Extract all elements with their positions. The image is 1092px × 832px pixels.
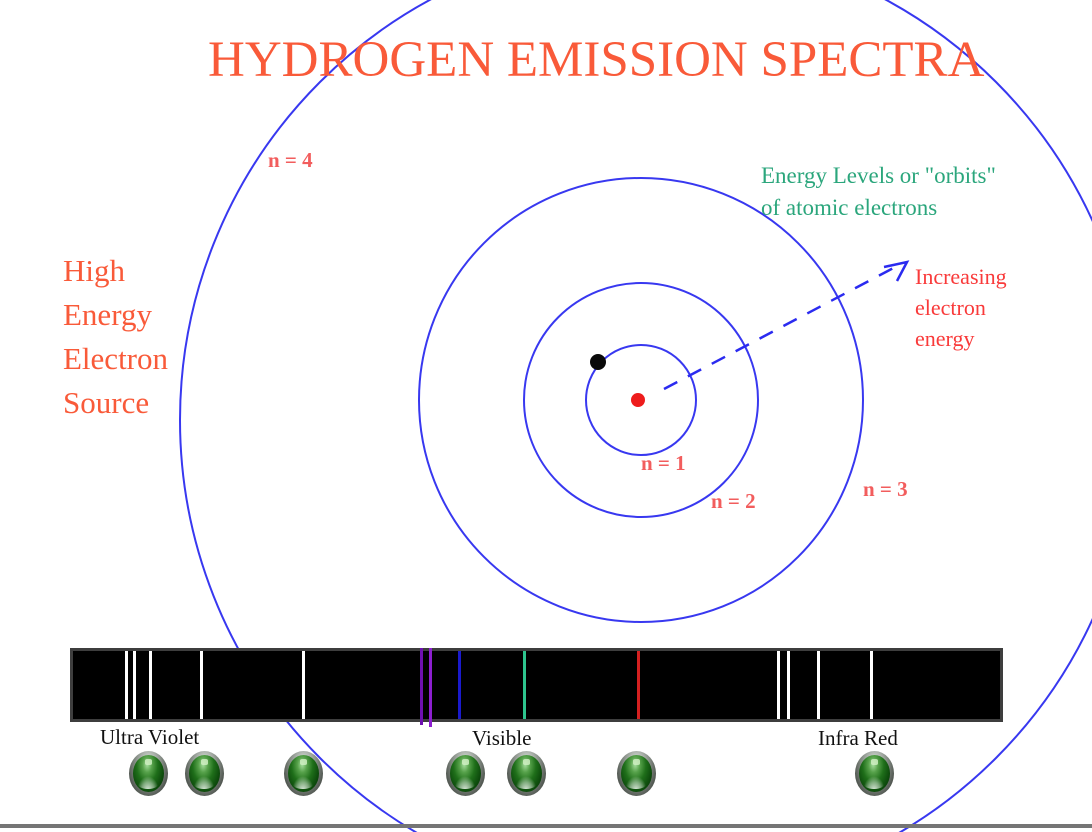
increasing-energy-arrow-head-icon — [883, 260, 910, 282]
energy-levels-note: Energy Levels or "orbits" of atomic elect… — [761, 160, 996, 224]
emission-line-1 — [124, 651, 128, 719]
increasing-energy-arrow-shaft — [663, 262, 902, 391]
spectral-line-button-4[interactable] — [445, 751, 485, 796]
orbit-ring-n3 — [418, 177, 864, 623]
electron-source-label: High Energy Electron Source — [63, 249, 168, 425]
energy-levels-note-line-1: Energy Levels or "orbits" — [761, 163, 996, 188]
spectral-line-button-7[interactable] — [854, 751, 894, 796]
electron-dot — [590, 354, 606, 370]
emission-line-5 — [301, 651, 305, 719]
emission-line-13 — [816, 651, 820, 719]
orbit-ring-n2 — [523, 282, 759, 518]
emission-line-14 — [869, 651, 873, 719]
emission-line-9 — [522, 651, 526, 719]
orbit-ring-n4 — [179, 0, 1092, 832]
energy-levels-note-line-2: of atomic electrons — [761, 195, 938, 220]
spectral-line-button-6[interactable] — [616, 751, 656, 796]
spectral-line-button-1[interactable] — [128, 751, 168, 796]
emission-line-6 — [419, 648, 423, 725]
increasing-energy-note: Increasing electron energy — [915, 261, 1007, 354]
green-sphere-icon — [858, 755, 890, 792]
green-sphere-icon — [287, 755, 319, 792]
emission-spectrum-bar — [70, 648, 1003, 727]
emission-line-3 — [148, 651, 152, 719]
orbit-label-n3: n = 3 — [863, 477, 908, 501]
orbit-ring-n1 — [585, 344, 697, 456]
electron-source-label-line-2: Energy — [63, 297, 152, 332]
spectral-line-button-3[interactable] — [283, 751, 323, 796]
green-sphere-icon — [132, 755, 164, 792]
orbit-label-n4: n = 4 — [268, 148, 313, 172]
region-label-ultra-violet: Ultra Violet — [100, 725, 200, 749]
increasing-energy-note-line-3: energy — [915, 326, 975, 351]
green-sphere-icon — [620, 755, 652, 792]
emission-line-4 — [199, 651, 203, 719]
spectral-line-button-2[interactable] — [184, 751, 224, 796]
green-sphere-icon — [449, 755, 481, 792]
emission-line-2 — [132, 651, 136, 719]
orbit-label-n2: n = 2 — [711, 489, 756, 513]
emission-line-7 — [428, 648, 432, 727]
emission-line-11 — [776, 651, 780, 719]
emission-line-8 — [457, 651, 461, 719]
page-title: HYDROGEN EMISSION SPECTRA — [208, 32, 985, 88]
increasing-energy-note-line-2: electron — [915, 295, 986, 320]
region-label-infra-red: Infra Red — [818, 726, 898, 750]
orbit-label-n1: n = 1 — [641, 451, 686, 475]
region-label-visible: Visible — [472, 726, 532, 750]
spectral-line-button-5[interactable] — [506, 751, 546, 796]
green-sphere-icon — [510, 755, 542, 792]
bottom-divider — [0, 824, 1092, 828]
electron-source-label-line-4: Source — [63, 385, 150, 420]
nucleus-dot — [631, 393, 645, 407]
emission-line-12 — [786, 651, 790, 719]
green-sphere-icon — [188, 755, 220, 792]
emission-line-10 — [636, 651, 640, 719]
electron-source-label-line-3: Electron — [63, 341, 169, 376]
increasing-energy-note-line-1: Increasing — [915, 264, 1007, 289]
electron-source-label-line-1: High — [63, 253, 125, 288]
